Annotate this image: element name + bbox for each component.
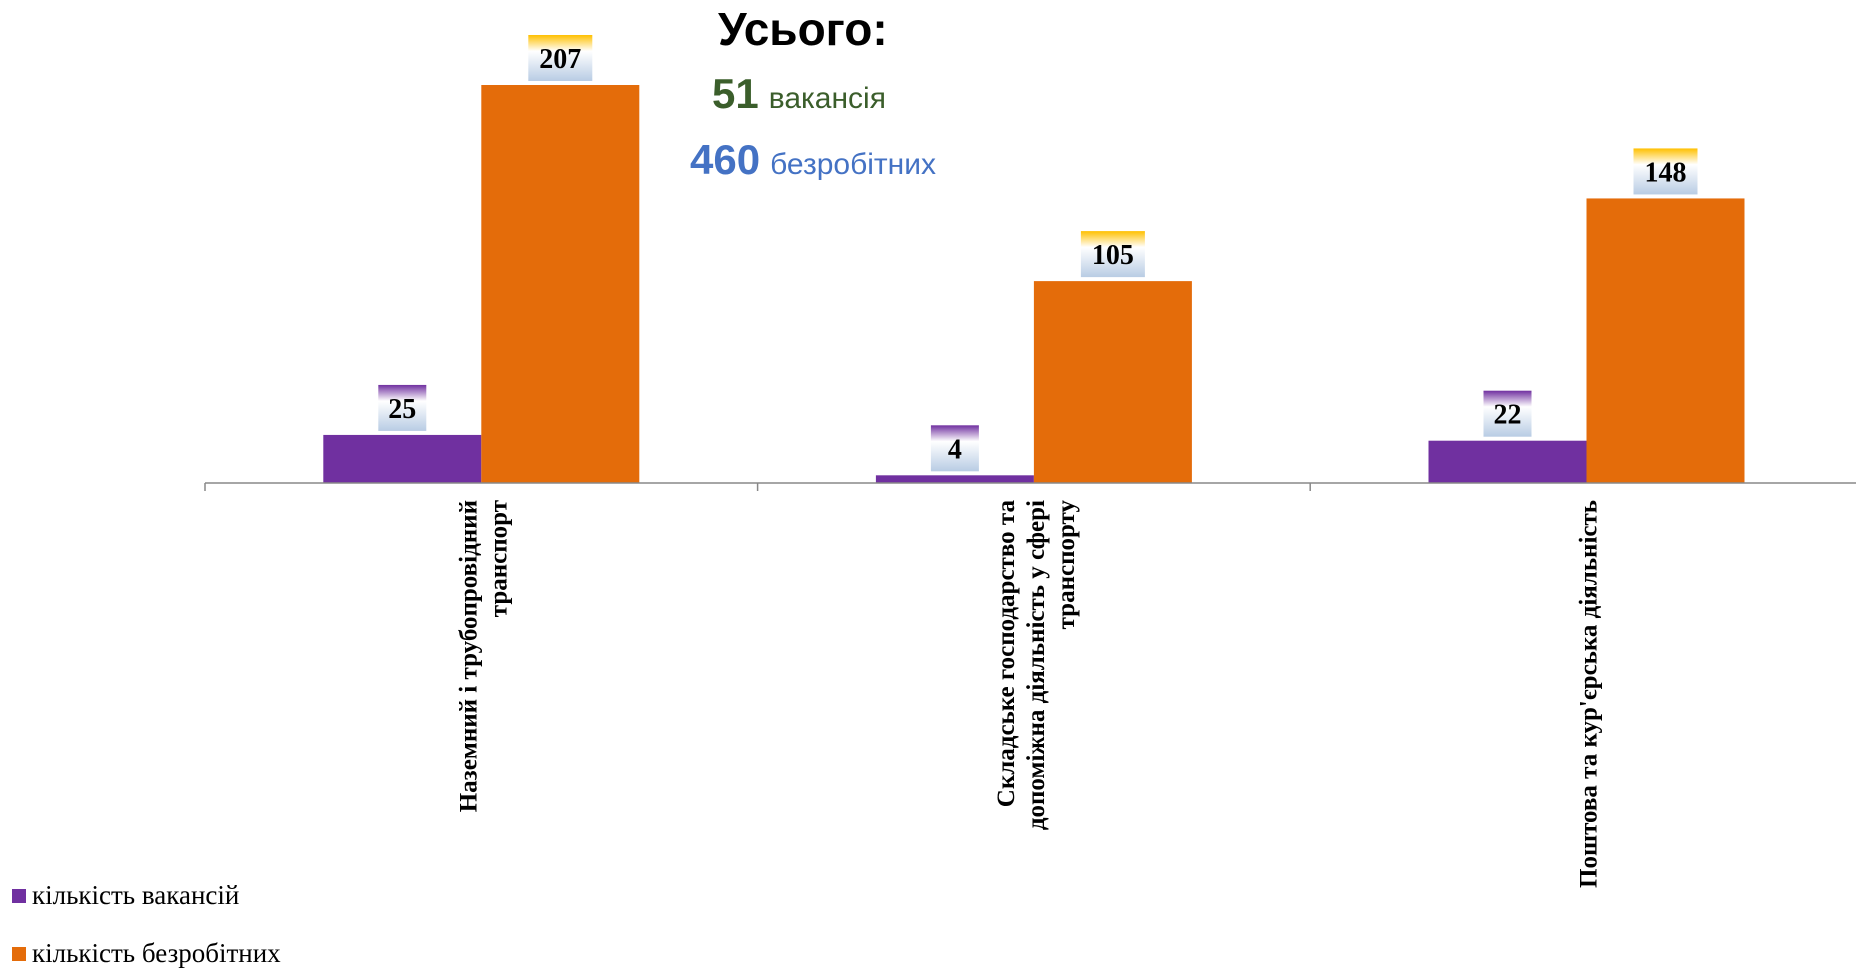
legend-swatch-vacancies [12,888,26,903]
category-label-line: транспорт [485,500,512,617]
bar-unemployed [481,85,640,483]
data-label-unemployed: 148 [1645,157,1687,188]
category-label: Складське господарство та допоміжна діяль… [993,500,1080,831]
total-vacancies-number: 51 [712,70,759,117]
total-unemployed-number: 460 [690,136,761,183]
data-label-vacancies: 25 [388,394,416,425]
legend-label-vacancies: кількість вакансій [32,880,240,910]
data-label-badge [1633,148,1698,195]
data-label-badge [930,425,979,472]
data-label-badge [528,35,593,81]
total-vacancies-word: вакансія [768,82,886,115]
data-label-unemployed: 207 [539,44,581,75]
bar-vacancies [323,434,482,483]
category-label: Поштова та кур'єрська діяльність [1576,500,1603,888]
data-label-vacancies: 4 [948,434,962,465]
total-title: Усього: [718,3,888,55]
data-label-unemployed: 105 [1092,240,1134,271]
legend-item-vacancies: кількість вакансій [12,880,239,911]
data-label-badge [1483,390,1532,437]
category-label-line: Наземний і трубопровідний [455,500,482,812]
total-unemployed: 460 безробітних [690,136,936,184]
category-label-line: допоміжна діяльність у сфері [1023,500,1050,830]
total-unemployed-word: безробітних [770,148,936,181]
legend-item-unemployed: кількість безробітних [12,938,281,969]
bar-unemployed [1586,198,1745,483]
data-label-vacancies: 22 [1494,400,1522,431]
data-label-badge [378,384,427,431]
category-label-line: Складське господарство та [993,500,1020,808]
bar-unemployed [1033,281,1192,483]
legend-label-unemployed: кількість безробітних [32,938,281,968]
bar-vacancies [875,475,1034,483]
category-label: Наземний і трубопровідний транспорт [455,500,512,812]
legend-swatch-unemployed [12,946,26,961]
category-label-line: Поштова та кур'єрська діяльність [1576,500,1603,888]
category-label-line: транспорту [1053,500,1080,630]
data-label-badge [1080,231,1145,278]
total-vacancies: 51 вакансія [712,70,886,118]
bar-vacancies [1428,440,1587,483]
